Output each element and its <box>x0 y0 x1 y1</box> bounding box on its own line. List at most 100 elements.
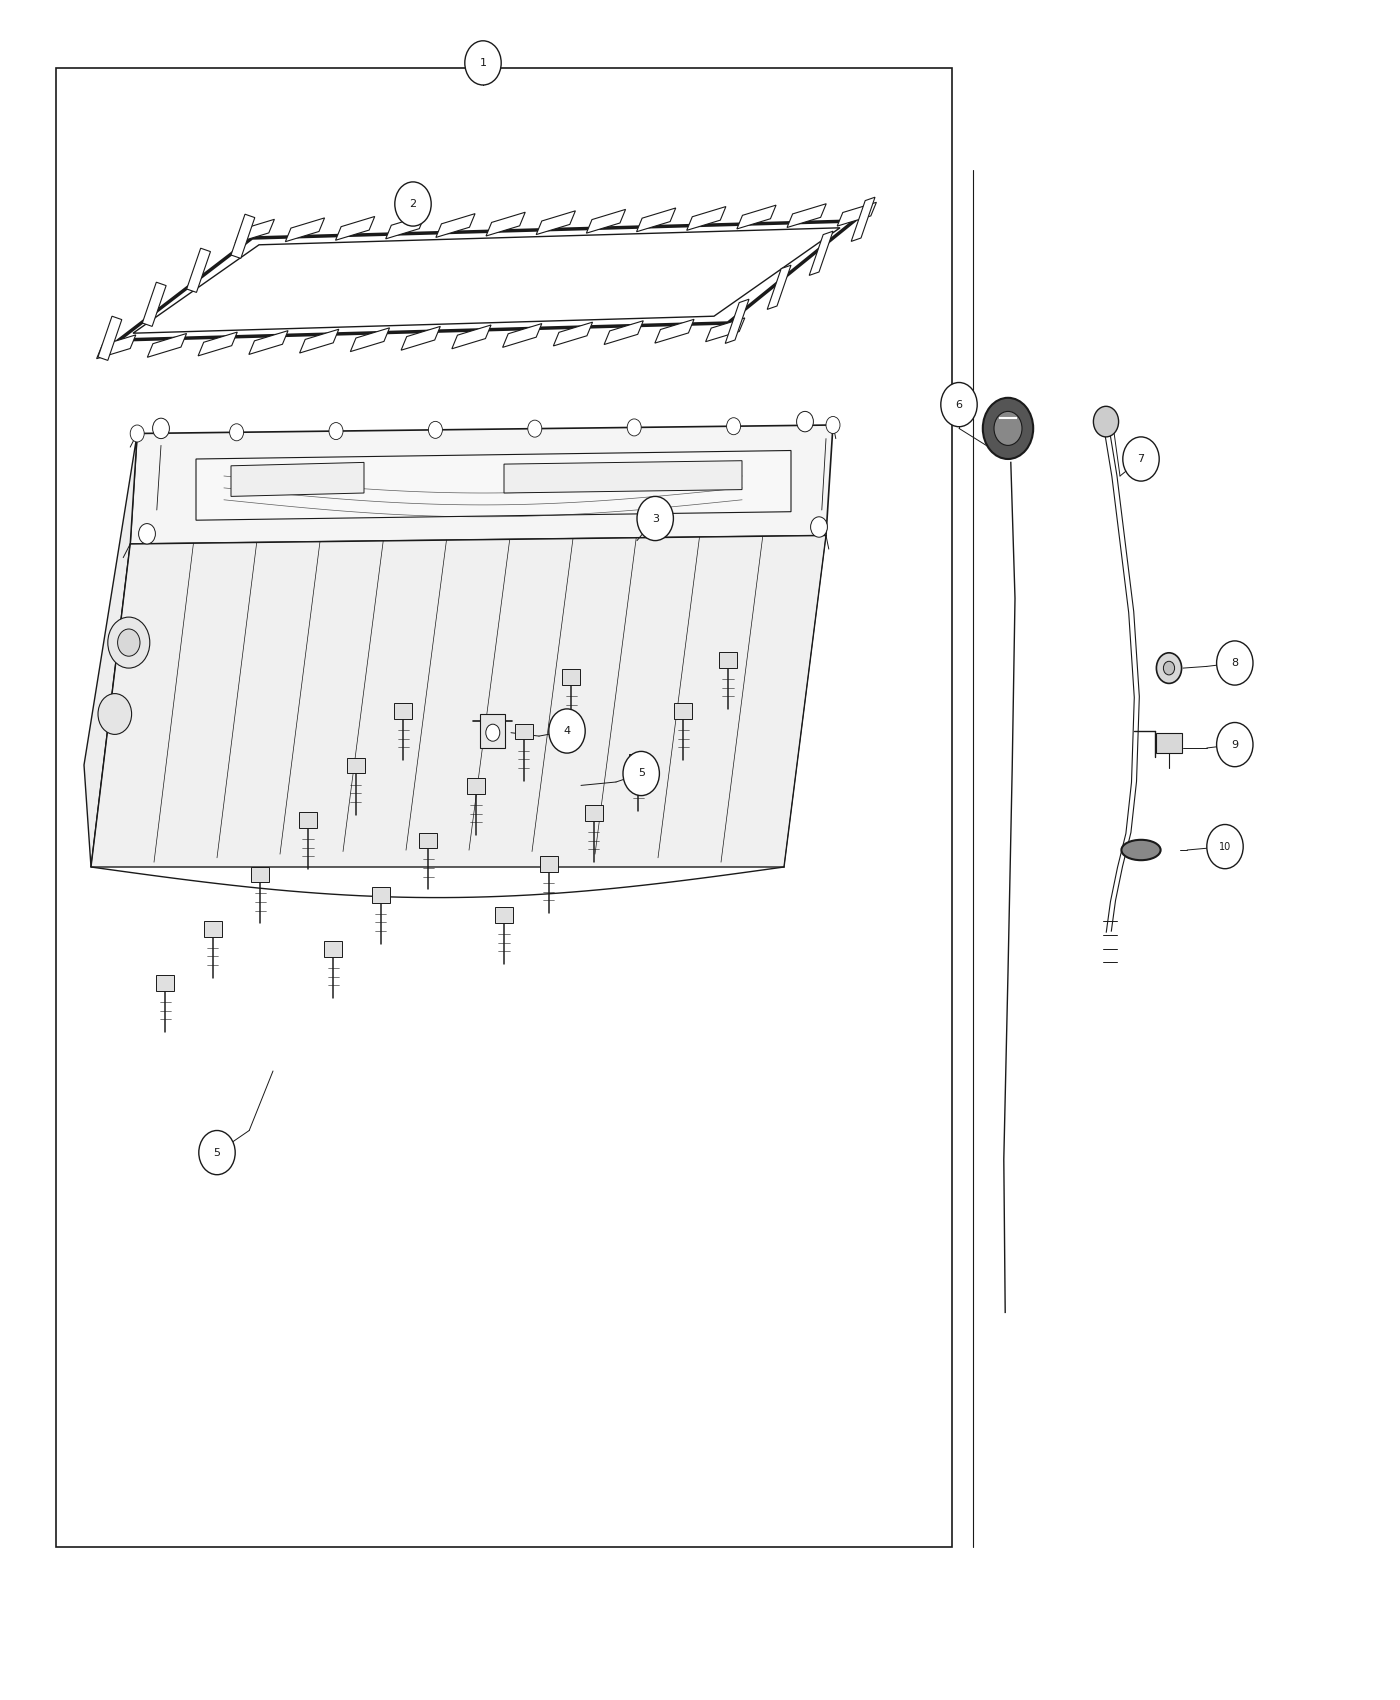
Polygon shape <box>235 219 274 243</box>
Circle shape <box>941 382 977 427</box>
FancyBboxPatch shape <box>496 908 512 923</box>
Circle shape <box>153 418 169 439</box>
Text: 10: 10 <box>1219 842 1231 852</box>
Polygon shape <box>687 207 727 231</box>
Text: 7: 7 <box>1137 454 1145 464</box>
Circle shape <box>1123 437 1159 481</box>
Polygon shape <box>97 335 136 359</box>
Polygon shape <box>336 216 375 240</box>
Text: 4: 4 <box>563 726 571 736</box>
FancyBboxPatch shape <box>347 758 364 774</box>
FancyBboxPatch shape <box>325 942 342 957</box>
Circle shape <box>139 524 155 544</box>
Polygon shape <box>249 330 288 354</box>
Text: 6: 6 <box>956 400 963 410</box>
Circle shape <box>994 411 1022 445</box>
Polygon shape <box>186 248 210 292</box>
FancyBboxPatch shape <box>468 779 484 794</box>
FancyBboxPatch shape <box>585 806 602 821</box>
Circle shape <box>811 517 827 537</box>
Circle shape <box>1217 722 1253 767</box>
Text: 2: 2 <box>409 199 417 209</box>
FancyBboxPatch shape <box>157 976 174 991</box>
Bar <box>56 68 952 1547</box>
Polygon shape <box>199 332 238 355</box>
FancyBboxPatch shape <box>252 867 269 882</box>
Circle shape <box>199 1130 235 1175</box>
Polygon shape <box>91 536 826 867</box>
Circle shape <box>826 416 840 434</box>
Circle shape <box>1163 661 1175 675</box>
Polygon shape <box>286 218 325 241</box>
FancyBboxPatch shape <box>1156 733 1182 753</box>
Circle shape <box>465 41 501 85</box>
Circle shape <box>329 423 343 440</box>
Circle shape <box>1207 824 1243 869</box>
Polygon shape <box>725 299 749 343</box>
FancyBboxPatch shape <box>395 704 412 719</box>
Polygon shape <box>231 462 364 496</box>
Polygon shape <box>787 204 826 228</box>
Polygon shape <box>486 212 525 236</box>
Polygon shape <box>385 216 426 240</box>
Circle shape <box>395 182 431 226</box>
Circle shape <box>623 751 659 796</box>
Polygon shape <box>851 197 875 241</box>
Polygon shape <box>231 214 255 258</box>
Polygon shape <box>98 316 122 360</box>
Circle shape <box>230 423 244 440</box>
Circle shape <box>130 425 144 442</box>
Text: 8: 8 <box>1231 658 1239 668</box>
Polygon shape <box>767 265 791 309</box>
Polygon shape <box>503 323 542 347</box>
Polygon shape <box>587 209 626 233</box>
Polygon shape <box>504 461 742 493</box>
Polygon shape <box>400 326 440 350</box>
Circle shape <box>1093 406 1119 437</box>
FancyBboxPatch shape <box>630 755 647 770</box>
Polygon shape <box>143 282 167 326</box>
Polygon shape <box>736 206 776 230</box>
Polygon shape <box>605 321 644 345</box>
Polygon shape <box>300 330 339 354</box>
Polygon shape <box>655 320 694 343</box>
Polygon shape <box>435 214 475 238</box>
Text: 5: 5 <box>213 1148 221 1158</box>
Circle shape <box>797 411 813 432</box>
FancyBboxPatch shape <box>720 653 736 668</box>
Ellipse shape <box>1121 840 1161 860</box>
Text: 9: 9 <box>1231 740 1239 750</box>
Text: 5: 5 <box>638 768 644 779</box>
Polygon shape <box>147 333 186 357</box>
Circle shape <box>528 420 542 437</box>
Circle shape <box>637 496 673 541</box>
Polygon shape <box>809 231 833 275</box>
FancyBboxPatch shape <box>420 833 437 848</box>
FancyBboxPatch shape <box>563 670 580 685</box>
FancyBboxPatch shape <box>540 857 557 872</box>
Polygon shape <box>553 323 592 347</box>
Polygon shape <box>536 211 575 235</box>
Circle shape <box>98 694 132 734</box>
Text: 3: 3 <box>652 513 659 524</box>
FancyBboxPatch shape <box>515 724 532 740</box>
Polygon shape <box>706 318 745 342</box>
Circle shape <box>1156 653 1182 683</box>
FancyBboxPatch shape <box>480 714 505 748</box>
Circle shape <box>727 418 741 435</box>
Circle shape <box>108 617 150 668</box>
Circle shape <box>118 629 140 656</box>
Polygon shape <box>837 202 876 226</box>
Polygon shape <box>452 325 491 348</box>
Circle shape <box>1217 641 1253 685</box>
FancyBboxPatch shape <box>675 704 692 719</box>
Text: 1: 1 <box>479 58 487 68</box>
FancyBboxPatch shape <box>300 813 316 828</box>
Polygon shape <box>350 328 389 352</box>
Circle shape <box>486 724 500 741</box>
Polygon shape <box>196 450 791 520</box>
Polygon shape <box>130 425 833 544</box>
Circle shape <box>549 709 585 753</box>
FancyBboxPatch shape <box>204 921 221 937</box>
Circle shape <box>983 398 1033 459</box>
